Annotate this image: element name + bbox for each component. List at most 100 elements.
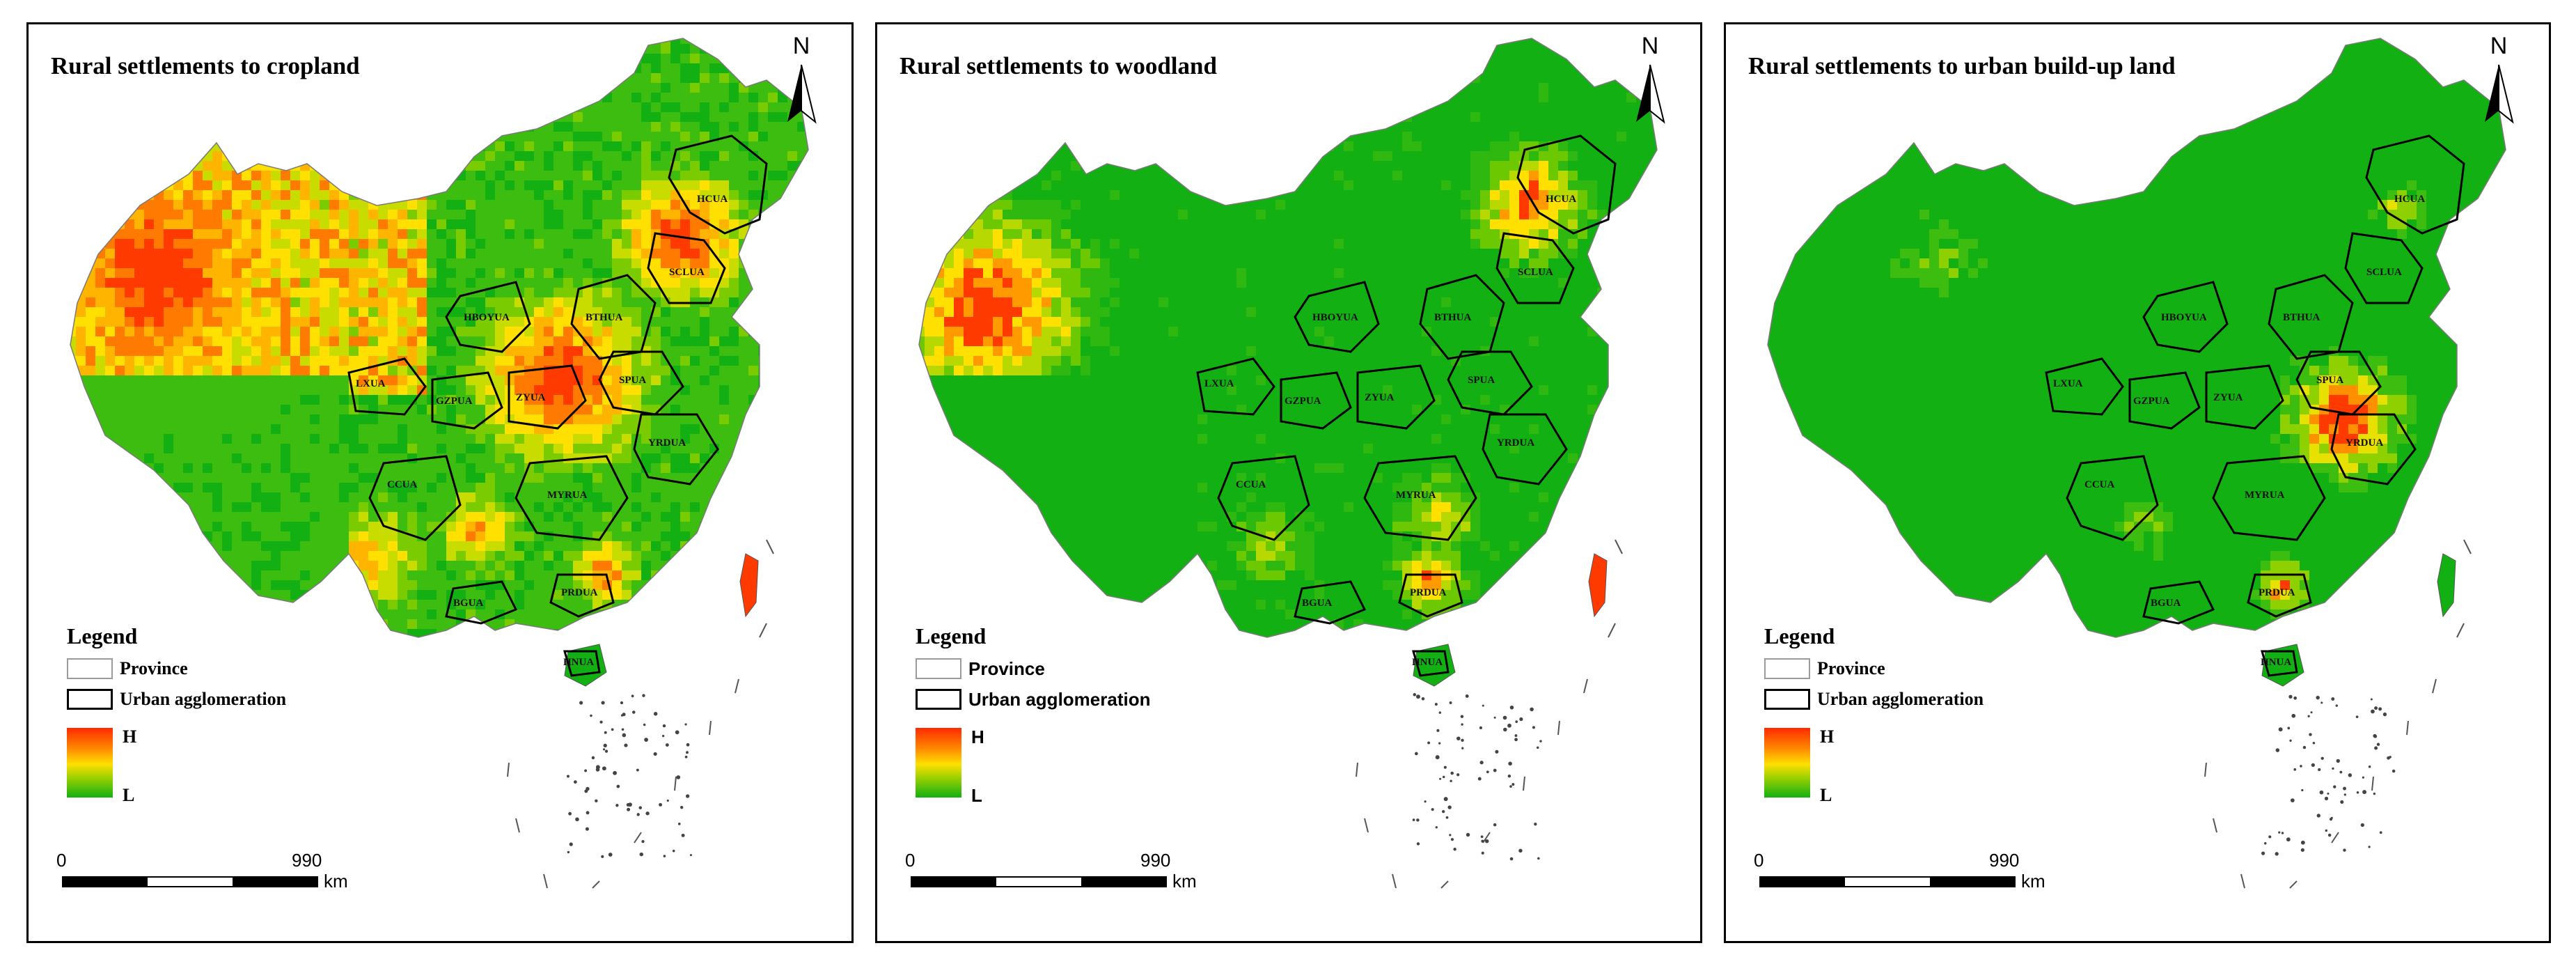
panel-title: Rural settlements to woodland [900, 52, 1217, 79]
urban-agglomeration-label-sclua: SCLUA [1518, 267, 1553, 278]
urban-agglomeration-label-hcua: HCUA [697, 194, 728, 205]
urban-agglomeration-boundary-lxua [347, 357, 427, 416]
legend-item-urban-agglomeration: Urban agglomeration [1764, 687, 1984, 711]
urban-agglomeration-label: Urban agglomeration [1817, 689, 1984, 709]
ramp-high-label: H [971, 726, 984, 747]
urban-agglomeration-boundary-ccua [1217, 455, 1310, 541]
urban-agglomeration-label-bthua: BTHUA [2283, 312, 2320, 323]
legend: Legend Province Urban agglomeration H L [1764, 623, 1984, 805]
china-map: HCUA SCLUA BTHUA HBOYUA SPUA LXUA GZPUA ZYUA YRD… [918, 38, 1658, 889]
urban-agglomeration-boundary-myrua [2212, 455, 2326, 541]
urban-agglomeration-label-gzpua: GZPUA [2133, 396, 2170, 407]
china-map: HCUA SCLUA BTHUA HBOYUA SPUA LXUA GZPUA ZYUA YRD… [70, 38, 809, 889]
scale-bar: 0 990 km [905, 850, 1197, 892]
urban-agglomeration-label-yrdua: YRDUA [648, 437, 686, 449]
legend-title: Legend [67, 623, 138, 648]
urban-agglomeration-boundary-gzpua [431, 371, 503, 430]
urban-agglomeration-boundary-yrdua [633, 413, 719, 485]
urban-agglomeration-label-bthua: BTHUA [586, 312, 623, 323]
urban-agglomeration-label-zyua: ZYUA [516, 392, 546, 403]
china-map: HCUA SCLUA BTHUA HBOYUA SPUA LXUA GZPUA ZYUA YRD… [1767, 38, 2506, 889]
urban-agglomeration-label-spua: SPUA [1468, 375, 1495, 386]
urban-agglomeration-label-ccua: CCUA [2084, 479, 2114, 490]
color-ramp [67, 728, 113, 798]
urban-agglomeration-boundary-hcua [668, 134, 768, 235]
urban-agglomeration-label-bgua: BGUA [1302, 598, 1333, 609]
urban-agglomeration-boundary-myrua [1363, 455, 1477, 541]
urban-agglomeration-label-myrua: MYRUA [547, 490, 588, 501]
urban-agglomeration-label-myrua: MYRUA [2245, 490, 2285, 501]
urban-agglomeration-label-yrdua: YRDUA [1497, 437, 1534, 449]
urban-agglomeration-label-spua: SPUA [2316, 375, 2343, 386]
urban-agglomeration-label-sclua: SCLUA [669, 267, 705, 278]
urban-agglomeration-boundary-sclua [1495, 232, 1575, 304]
urban-agglomeration-label-gzpua: GZPUA [436, 396, 473, 407]
scale-bar-graphic [911, 876, 1167, 887]
urban-agglomeration-label-myrua: MYRUA [1396, 490, 1436, 501]
scale-end: 990 [1989, 850, 2020, 871]
urban-agglomeration-label-bthua: BTHUA [1434, 312, 1472, 323]
legend: Legend Province Urban agglomeration H L [67, 623, 286, 805]
urban-agglomeration-label-ccua: CCUA [1236, 479, 1266, 490]
urban-agglomeration-label-ccua: CCUA [387, 479, 417, 490]
urban-agglomeration-boundary-bgua [445, 580, 518, 625]
legend-item-province: Province [1764, 657, 1885, 681]
urban-agglomeration-boundary-hboyua [2142, 281, 2229, 353]
urban-agglomeration-boundary-prdua [549, 573, 615, 618]
urban-agglomeration-boundary-hnua [1412, 650, 1450, 677]
urban-agglomeration-label-sclua: SCLUA [2366, 267, 2402, 278]
urban-agglomeration-boundary-zyua [2205, 364, 2284, 430]
urban-agglomeration-boundary-bgua [2142, 580, 2215, 625]
urban-agglomeration-boundary-prdua [2247, 573, 2312, 618]
urban-agglomeration-label-bgua: BGUA [453, 598, 484, 609]
urban-agglomeration-boundary-prdua [1398, 573, 1463, 618]
urban-agglomeration-label-hnua: HNUA [2261, 657, 2291, 668]
urban-agglomeration-boundary-bgua [1294, 580, 1367, 625]
urban-agglomeration-boundary-hcua [1516, 134, 1617, 235]
urban-agglomeration-boundary-ccua [368, 455, 462, 541]
urban-agglomeration-boundary-myrua [515, 455, 629, 541]
urban-agglomeration-label-zyua: ZYUA [2213, 392, 2243, 403]
legend: Legend Province Urban agglomeration H L [916, 623, 1150, 806]
urban-agglomeration-boundary-zyua [508, 364, 587, 430]
urban-agglomeration-boundary-zyua [1356, 364, 1436, 430]
taiwan-island [739, 553, 759, 618]
scale-bar: 0 990 km [1754, 850, 2045, 892]
north-arrow-icon: N [1622, 33, 1678, 137]
urban-agglomeration-label: Urban agglomeration [120, 689, 287, 709]
scale-bar-graphic [1759, 876, 2016, 887]
urban-agglomeration-label-prdua: PRDUA [1410, 587, 1447, 598]
urban-agglomeration-label-spua: SPUA [619, 375, 646, 386]
ramp-high-label: H [1820, 726, 1835, 747]
panel-title: Rural settlements to cropland [51, 52, 360, 79]
province-swatch [1764, 658, 1810, 679]
urban-agglomeration-label-lxua: LXUA [356, 378, 386, 389]
province-swatch [67, 658, 113, 679]
country-outline [70, 38, 809, 638]
scale-start: 0 [905, 850, 916, 871]
province-label: Province [1817, 658, 1885, 678]
county-grid [919, 38, 1657, 637]
country-outline [1767, 38, 2506, 638]
urban-agglomeration-boundary-sclua [647, 232, 726, 304]
color-ramp [916, 728, 961, 798]
taiwan-island [2437, 553, 2456, 618]
panel-title: Rural settlements to urban build-up land [1748, 52, 2176, 79]
urban-agglomeration-label-hcua: HCUA [2394, 194, 2425, 205]
urban-agglomeration-swatch [67, 689, 113, 710]
urban-agglomeration-label-hcua: HCUA [1546, 194, 1576, 205]
province-label: Province [968, 658, 1045, 679]
legend-title: Legend [1764, 623, 1835, 648]
north-arrow-icon: N [773, 33, 829, 137]
urban-agglomeration-label-zyua: ZYUA [1365, 392, 1395, 403]
province-swatch [916, 658, 961, 679]
province-label: Province [120, 658, 188, 678]
county-grid [1768, 38, 2506, 637]
urban-agglomeration-label-lxua: LXUA [2053, 378, 2083, 389]
scale-end: 990 [292, 850, 322, 871]
urban-agglomeration-label-hnua: HNUA [1412, 657, 1443, 668]
north-label: N [1641, 33, 1659, 59]
scale-unit: km [1172, 871, 1197, 892]
map-panel-cropland: HCUA SCLUA BTHUA HBOYUA SPUA LXUA GZPUA ZYUA YRD… [26, 22, 854, 943]
legend-item-province: Province [67, 657, 188, 681]
